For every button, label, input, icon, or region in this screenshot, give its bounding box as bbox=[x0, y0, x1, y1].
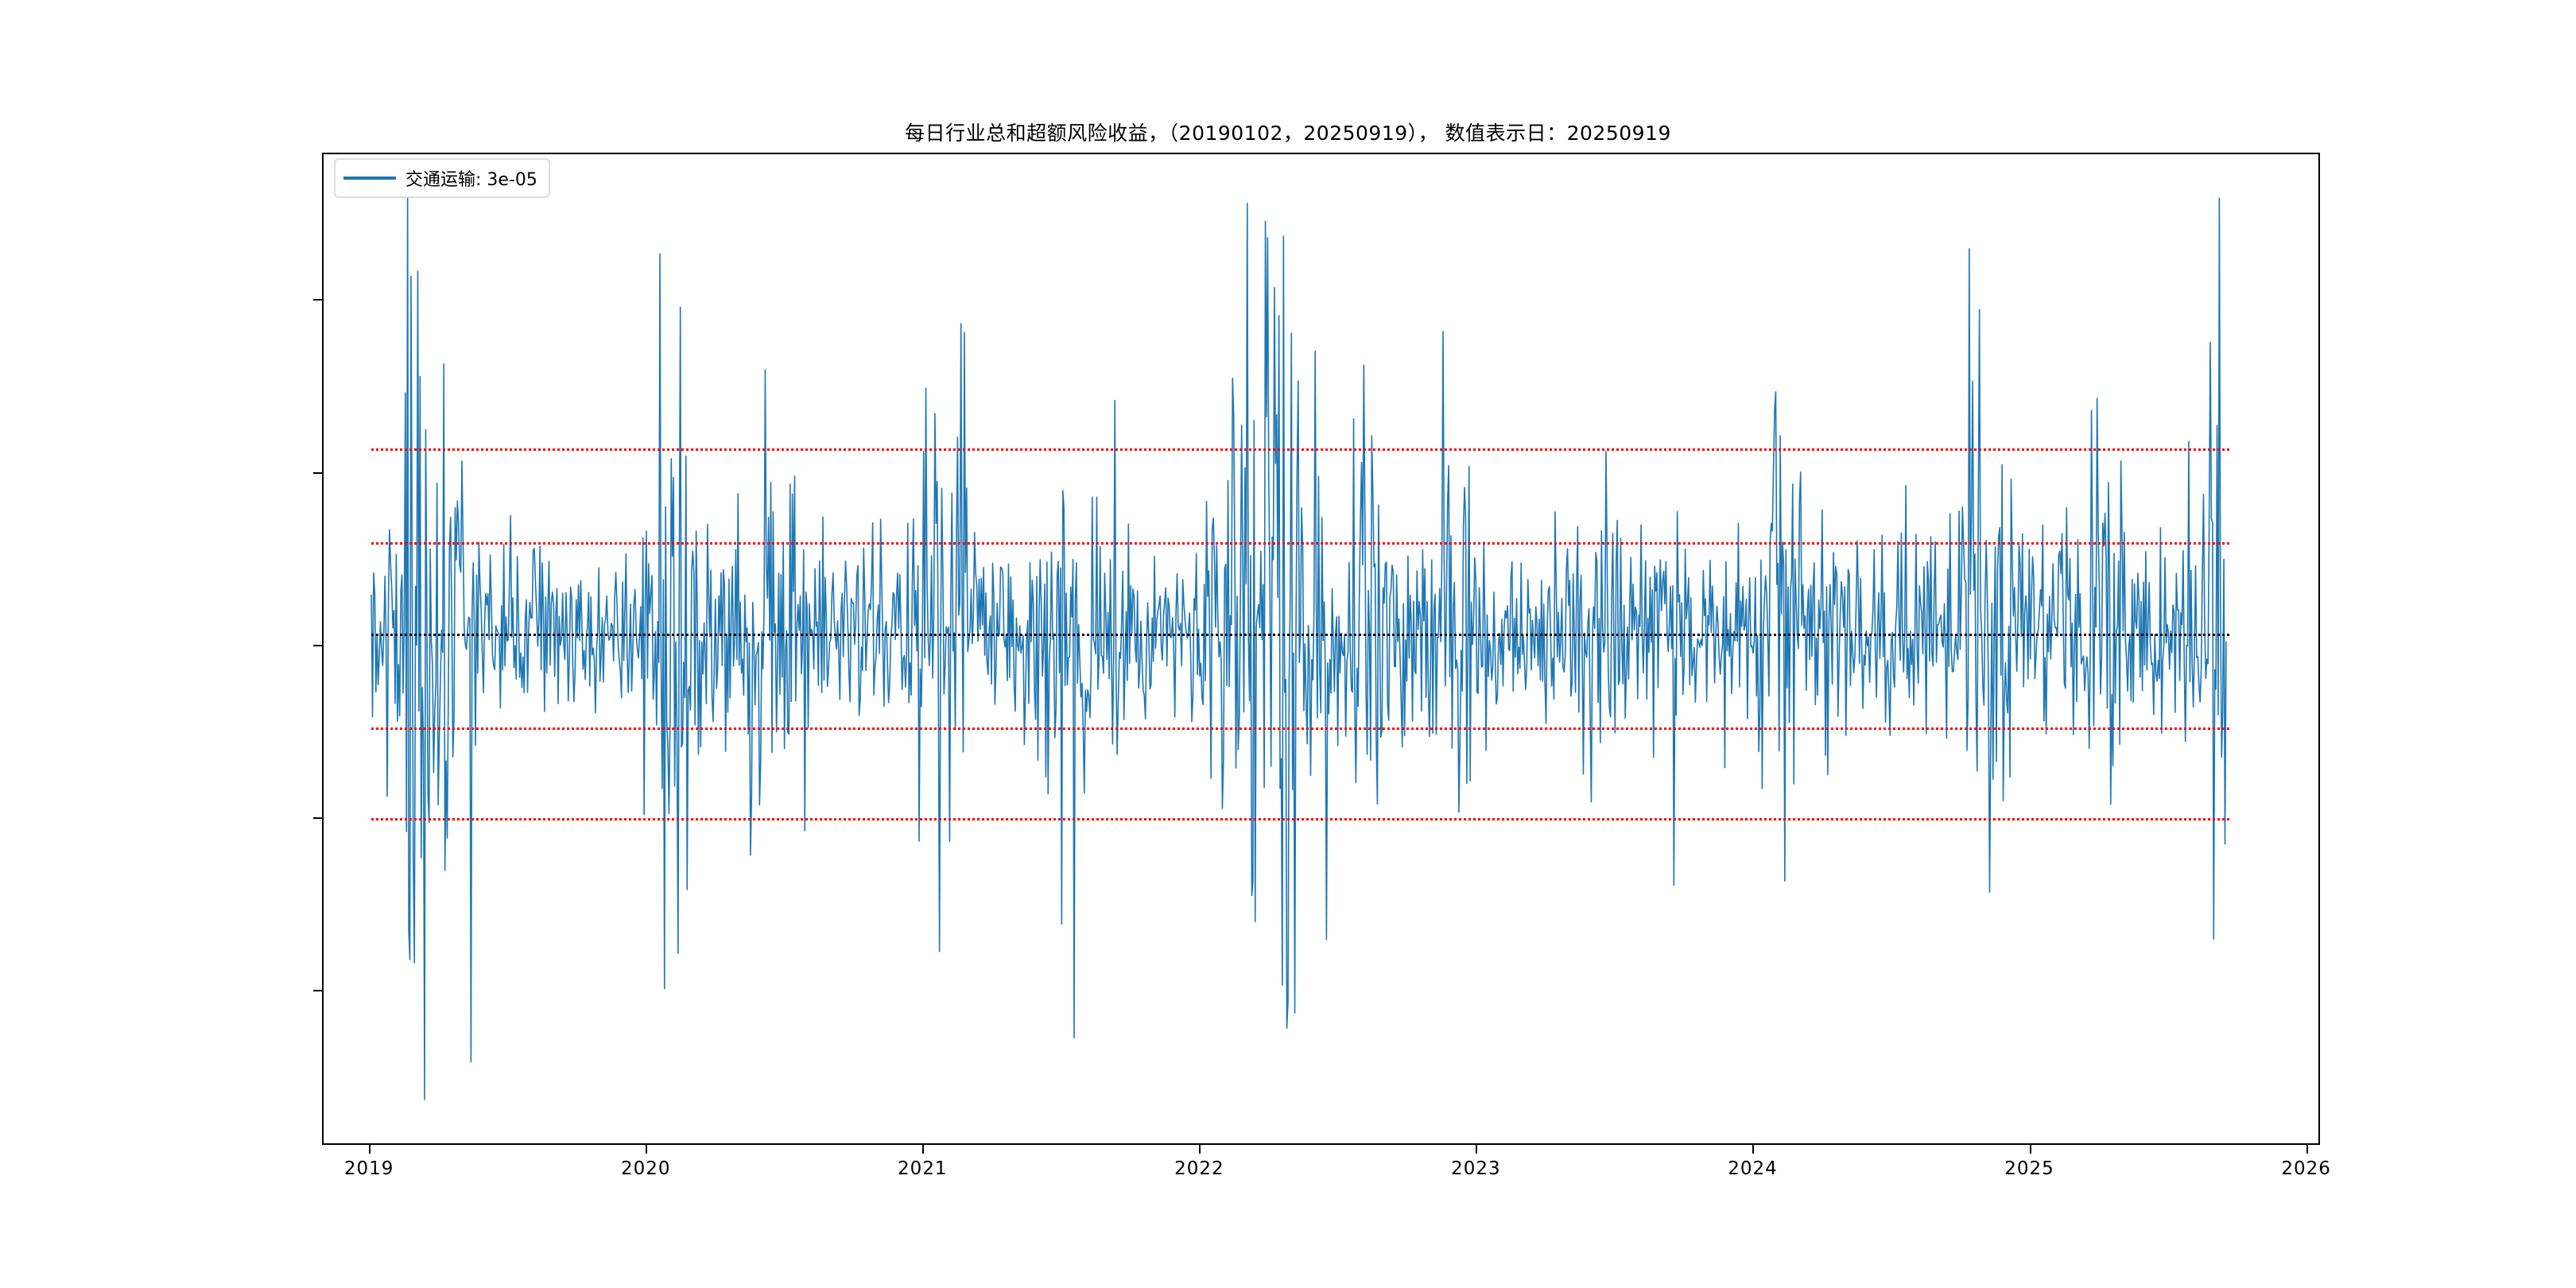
x-tick-mark bbox=[646, 1145, 648, 1154]
legend-label-transportation: 交通运输: 3e-05 bbox=[405, 170, 537, 190]
x-tick-label: 2019 bbox=[343, 1158, 394, 1179]
x-tick-label: 2026 bbox=[2281, 1158, 2331, 1179]
x-tick-mark bbox=[1752, 1145, 1755, 1154]
x-tick-mark bbox=[369, 1145, 371, 1154]
x-tick-mark bbox=[1476, 1145, 1478, 1154]
x-tick-label: 2024 bbox=[1728, 1158, 1778, 1179]
plot-inner bbox=[324, 154, 2318, 1143]
plot-area bbox=[322, 153, 2320, 1145]
y-tick-mark bbox=[313, 644, 322, 646]
x-tick-mark bbox=[922, 1145, 925, 1154]
x-tick-label: 2022 bbox=[1174, 1158, 1224, 1179]
legend-line-swatch bbox=[343, 177, 396, 180]
chart-title: 每日行业总和超额风险收益，（20190102，20250919）， 数值表示日：… bbox=[905, 122, 1671, 145]
x-tick-mark bbox=[1199, 1145, 1201, 1154]
y-tick-mark bbox=[313, 989, 322, 991]
legend[interactable]: 交通运输: 3e-05 bbox=[334, 158, 550, 198]
y-tick-mark bbox=[313, 299, 322, 301]
series-line-transportation bbox=[324, 154, 2318, 1143]
x-tick-label: 2020 bbox=[620, 1158, 671, 1179]
x-tick-label: 2023 bbox=[1451, 1158, 1501, 1179]
x-tick-label: 2025 bbox=[2004, 1158, 2054, 1179]
x-tick-label: 2021 bbox=[898, 1158, 948, 1179]
y-tick-mark bbox=[313, 471, 322, 474]
series-path bbox=[371, 180, 2226, 1100]
x-tick-mark bbox=[2029, 1145, 2031, 1154]
x-tick-mark bbox=[2306, 1145, 2308, 1154]
y-tick-mark bbox=[313, 817, 322, 819]
